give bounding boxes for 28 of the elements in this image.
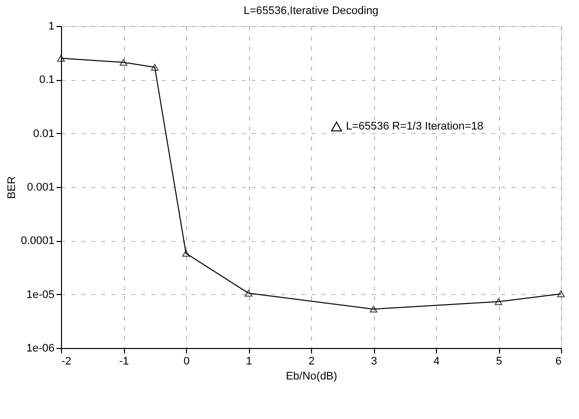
- y-tick-label: 1e-05: [26, 288, 54, 301]
- x-tick-label: 1: [246, 356, 252, 368]
- legend-label: L=65536 R=1/3 Iteration=18: [346, 120, 484, 132]
- x-tick-label: 2: [308, 356, 315, 368]
- point: [120, 58, 128, 66]
- x-axis-title: Eb/No(dB): [286, 370, 338, 382]
- point: [494, 298, 502, 306]
- y-tick-label: 0.001: [26, 182, 54, 194]
- point: [150, 64, 159, 71]
- y-tick-label: 0.01: [33, 128, 54, 140]
- point: [370, 306, 378, 313]
- point: [557, 290, 565, 298]
- x-tick-label: -1: [119, 356, 129, 368]
- x-tick-label: 0: [183, 356, 190, 368]
- y-axis-title: BER: [6, 176, 18, 199]
- point: [57, 54, 65, 62]
- point: [182, 250, 190, 257]
- y-tick-label: 1e-06: [26, 342, 54, 354]
- chart-title: L=65536,Iterative Decoding: [244, 5, 378, 17]
- x-tick-label: -2: [62, 356, 72, 368]
- y-tick-label: 1: [48, 20, 54, 32]
- x-tick-label: 6: [555, 356, 562, 368]
- y-tick-label: 0.0001: [20, 235, 54, 248]
- x-tick-label: 5: [496, 356, 502, 368]
- point: [244, 290, 252, 297]
- x-tick-label: 3: [370, 356, 378, 368]
- y-tick-label: 0.1: [39, 74, 54, 86]
- x-tick-label: 4: [433, 356, 440, 368]
